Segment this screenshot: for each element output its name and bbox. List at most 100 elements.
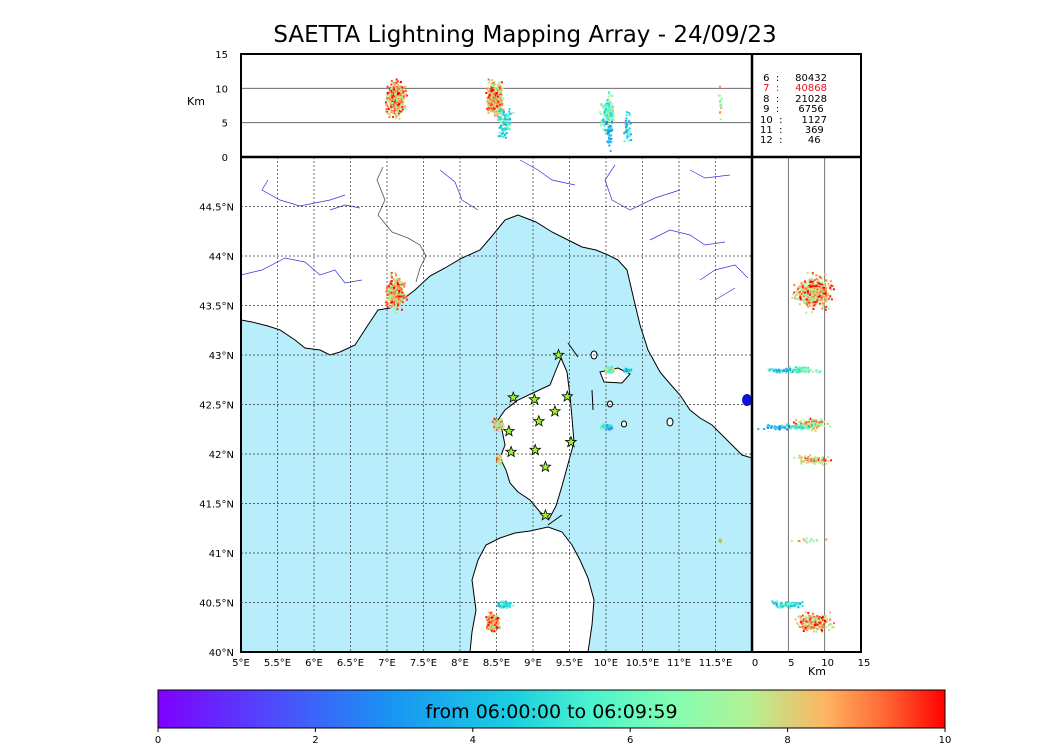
lightning-source-alt-lon bbox=[602, 128, 605, 131]
lightning-source-alt-lat bbox=[810, 290, 813, 293]
lightning-source bbox=[500, 606, 503, 609]
lightning-source-alt-lon bbox=[398, 114, 401, 117]
lightning-source bbox=[600, 427, 603, 430]
lightning-source bbox=[400, 308, 403, 311]
lightning-source-alt-lon bbox=[495, 112, 498, 115]
lightning-source-alt-lon bbox=[606, 110, 609, 113]
lightning-source bbox=[385, 296, 388, 299]
lightning-source bbox=[498, 625, 501, 628]
lightning-source bbox=[394, 281, 397, 284]
lightning-source-alt-lat bbox=[810, 280, 813, 283]
lightning-source-alt-lon bbox=[604, 115, 607, 118]
lightning-source-alt-lon bbox=[509, 112, 512, 115]
lightning-source-alt-lat bbox=[820, 297, 823, 300]
lightning-source-alt-lon bbox=[601, 121, 604, 124]
lightning-source-alt-lat bbox=[800, 460, 803, 463]
lightning-source-alt-lon bbox=[389, 95, 392, 98]
lightning-source-alt-lat bbox=[807, 425, 810, 428]
lightning-source-alt-lon bbox=[492, 101, 495, 104]
lightning-source-alt-lat bbox=[799, 602, 802, 605]
x-tick-label: 11.5°E bbox=[699, 658, 733, 669]
pianosa-island bbox=[607, 400, 613, 408]
lightning-source-alt-lon bbox=[605, 121, 608, 124]
station-star bbox=[504, 445, 518, 458]
lightning-source-alt-lat bbox=[813, 623, 816, 626]
lightning-source-alt-lat bbox=[823, 284, 826, 287]
lightning-source bbox=[496, 614, 499, 617]
lightning-source-alt-lat bbox=[811, 271, 814, 274]
lightning-source-alt-lon bbox=[502, 129, 505, 132]
lightning-source bbox=[506, 602, 509, 605]
lightning-source bbox=[388, 282, 391, 285]
lightning-source-alt-lat bbox=[814, 459, 817, 462]
lightning-source-alt-lat bbox=[807, 371, 810, 374]
lightning-source-alt-lat bbox=[804, 618, 807, 621]
lightning-source-alt-lat bbox=[788, 602, 791, 605]
lightning-source-alt-lat bbox=[823, 622, 826, 625]
lightning-source bbox=[501, 600, 504, 603]
lightning-source bbox=[396, 291, 399, 294]
lightning-source-alt-lat bbox=[804, 281, 807, 284]
lightning-source-alt-lon bbox=[401, 108, 404, 111]
lightning-source-alt-lat bbox=[820, 283, 823, 286]
lightning-source-alt-lat bbox=[799, 298, 802, 301]
lightning-source-alt-lat bbox=[797, 286, 800, 289]
lightning-source-alt-lon bbox=[490, 83, 493, 86]
lightning-source-alt-lon bbox=[496, 85, 499, 88]
lightning-source-alt-lat bbox=[808, 625, 811, 628]
lightning-source-alt-lon bbox=[393, 94, 396, 97]
lightning-source-alt-lat bbox=[817, 295, 820, 298]
station-star bbox=[561, 389, 574, 402]
lightning-source-alt-lat bbox=[823, 295, 826, 298]
lightning-source-alt-lat bbox=[793, 427, 796, 430]
lightning-source-alt-lon bbox=[499, 108, 502, 111]
lightning-source bbox=[497, 420, 500, 423]
sardinia-land bbox=[469, 526, 595, 652]
lightning-source-alt-lon bbox=[401, 89, 404, 92]
y-tick-label: 42°N bbox=[209, 450, 234, 461]
lightning-source-alt-lat bbox=[809, 291, 812, 294]
lightning-source-alt-lat bbox=[798, 366, 801, 369]
lightning-source-alt-lat bbox=[830, 623, 833, 626]
lightning-source-alt-lon bbox=[505, 132, 508, 135]
lightning-source-alt-lon bbox=[395, 99, 398, 102]
lightning-source-alt-lon bbox=[501, 103, 504, 106]
lightning-source-alt-lat bbox=[809, 425, 812, 428]
lightning-source-alt-lon bbox=[395, 117, 398, 120]
lightning-source-alt-lat bbox=[803, 627, 806, 630]
lightning-source bbox=[499, 603, 502, 606]
lightning-source-alt-lat bbox=[783, 369, 786, 372]
lightning-source bbox=[391, 286, 394, 289]
lightning-source-alt-lon bbox=[392, 92, 395, 95]
lightning-source-alt-lon bbox=[490, 103, 493, 106]
station-star bbox=[528, 443, 542, 456]
lightning-source-alt-lat bbox=[825, 296, 828, 299]
lightning-source-alt-lon bbox=[399, 111, 402, 114]
lightning-source-alt-lon bbox=[610, 137, 613, 140]
lightning-source-alt-lat bbox=[790, 425, 793, 428]
lightning-source-alt-lat bbox=[797, 604, 800, 607]
lightning-source-alt-lon bbox=[501, 130, 504, 133]
lightning-source bbox=[395, 311, 398, 314]
lightning-source bbox=[499, 457, 502, 460]
lightning-source-alt-lon bbox=[494, 101, 497, 104]
lightning-source-alt-lon bbox=[487, 102, 490, 105]
lightning-source bbox=[610, 366, 613, 369]
lightning-source-alt-lon bbox=[402, 95, 405, 98]
lightning-source-alt-lat bbox=[812, 286, 815, 289]
lightning-source-alt-lon bbox=[498, 102, 501, 105]
lightning-source-alt-lat bbox=[813, 426, 816, 429]
lightning-source-alt-lat bbox=[817, 616, 820, 619]
lightning-source bbox=[387, 292, 390, 295]
lightning-source-alt-lat bbox=[819, 625, 822, 628]
lightning-source-alt-lat bbox=[807, 366, 810, 369]
lightning-source-alt-lon bbox=[611, 118, 614, 121]
lightning-source bbox=[601, 427, 604, 430]
lightning-source-alt-lon bbox=[630, 139, 633, 142]
lightning-source-alt-lon bbox=[492, 96, 495, 99]
lightning-source-alt-lat bbox=[810, 300, 813, 303]
lightning-source-alt-lon bbox=[394, 87, 397, 90]
lightning-source-alt-lat bbox=[823, 420, 826, 423]
lightning-source-alt-lon bbox=[494, 110, 497, 113]
lightning-source-alt-lat bbox=[827, 460, 830, 463]
